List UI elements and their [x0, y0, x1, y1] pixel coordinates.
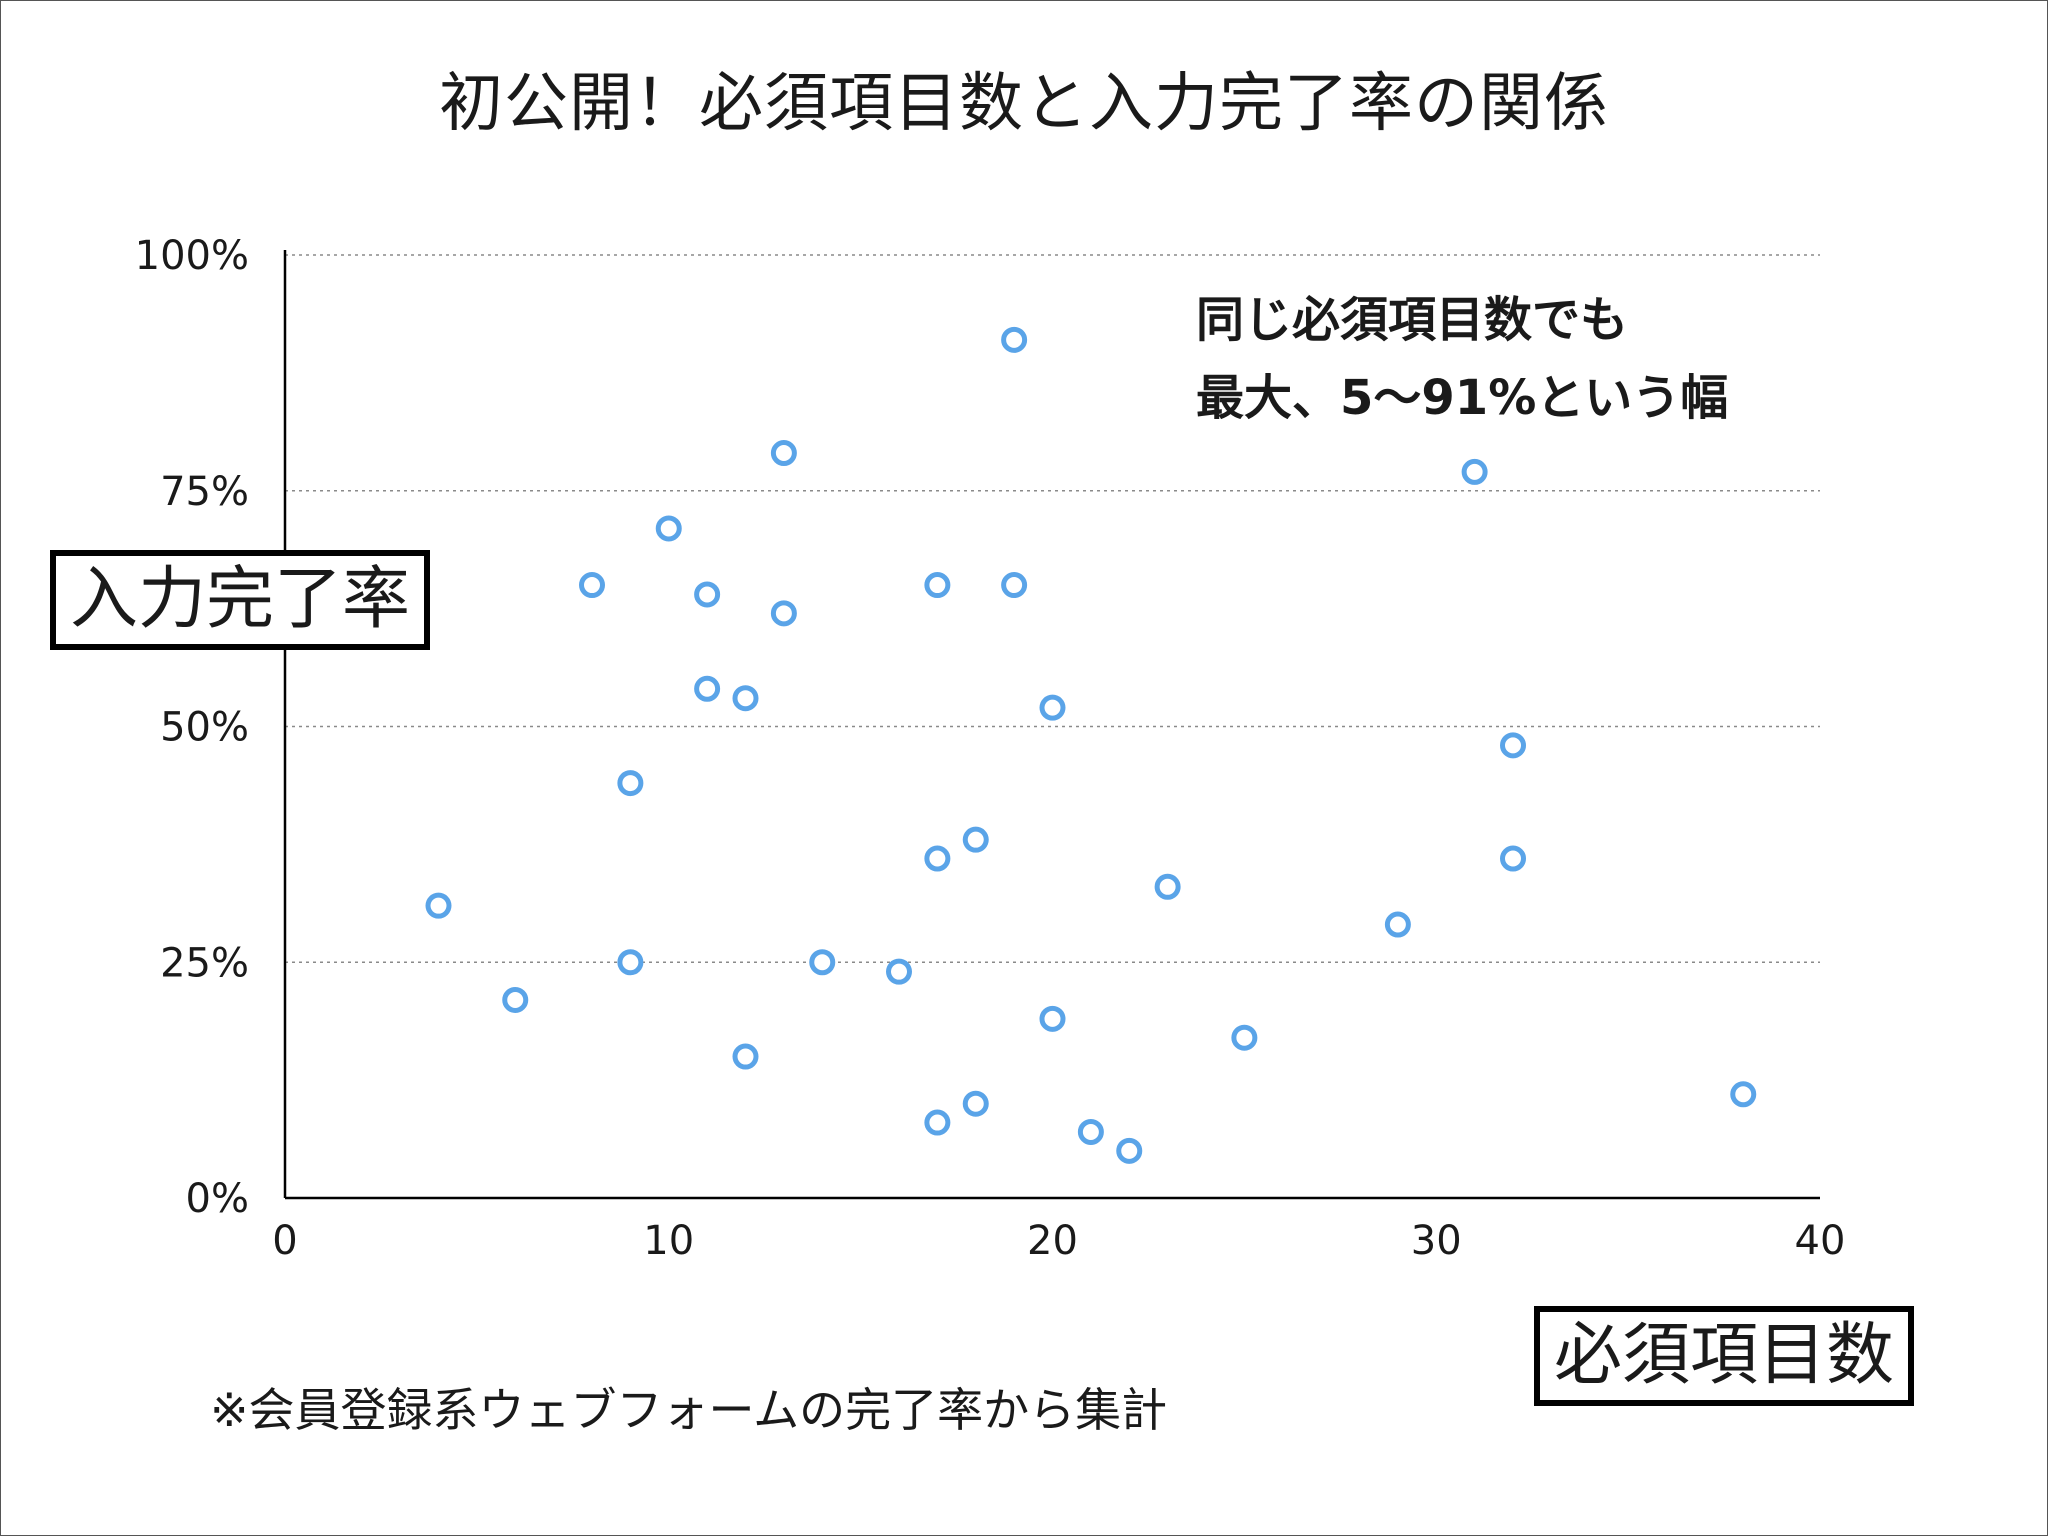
axes — [283, 250, 1820, 1200]
x-tick-label: 20 — [1027, 1218, 1078, 1264]
y-tick-label: 100% — [135, 233, 249, 279]
x-tick-label: 10 — [643, 1218, 694, 1264]
data-point — [809, 949, 836, 976]
data-point — [924, 845, 951, 872]
data-point — [770, 440, 797, 467]
y-axis-label: 入力完了率 — [50, 550, 431, 650]
x-axis-label: 必須項目数 — [1534, 1306, 1915, 1406]
data-point — [1154, 873, 1181, 900]
data-point — [1001, 572, 1028, 599]
data-point — [1500, 845, 1526, 872]
data-point — [924, 572, 951, 599]
data-point — [617, 770, 644, 797]
data-point — [694, 675, 721, 702]
x-tick-label: 0 — [272, 1218, 297, 1264]
chart-title: 初公開！必須項目数と入力完了率の関係 — [439, 67, 1609, 141]
data-point — [1500, 732, 1526, 759]
x-tick-labels: 0 10 20 30 40 — [272, 1218, 1845, 1264]
data-point — [1039, 1005, 1066, 1032]
annotation-line-2: 最大、5〜91%という幅 — [1196, 370, 1729, 426]
data-point — [1730, 1081, 1757, 1108]
data-point — [1077, 1118, 1104, 1145]
data-point — [617, 949, 644, 976]
data-point — [425, 892, 452, 919]
data-point — [1001, 326, 1028, 353]
data-point — [1231, 1024, 1258, 1051]
y-tick-label: 50% — [160, 705, 249, 751]
data-point — [502, 986, 529, 1013]
data-point — [962, 826, 989, 853]
annotation-line-1: 同じ必須項目数でも — [1196, 292, 1629, 348]
y-tick-label: 75% — [160, 469, 249, 515]
data-point — [732, 1043, 759, 1070]
data-point — [732, 685, 759, 712]
data-point — [962, 1090, 989, 1117]
data-point — [1384, 911, 1411, 938]
y-tick-label: 0% — [186, 1176, 249, 1222]
x-tick-label: 40 — [1795, 1218, 1846, 1264]
footnote: ※会員登録系ウェブフォームの完了率から集計 — [210, 1383, 1168, 1437]
data-points — [425, 326, 1757, 1164]
data-point — [1461, 458, 1488, 485]
y-tick-label: 25% — [160, 940, 249, 986]
data-point — [1116, 1137, 1143, 1164]
data-point — [924, 1109, 951, 1136]
data-point — [886, 958, 912, 985]
y-tick-labels: 0% 25% 50% 75% 100% — [135, 233, 249, 1222]
x-tick-label: 30 — [1411, 1218, 1462, 1264]
data-point — [770, 600, 797, 627]
data-point — [655, 515, 682, 542]
data-point — [579, 572, 605, 599]
data-point — [1039, 694, 1066, 721]
data-point — [694, 581, 721, 608]
